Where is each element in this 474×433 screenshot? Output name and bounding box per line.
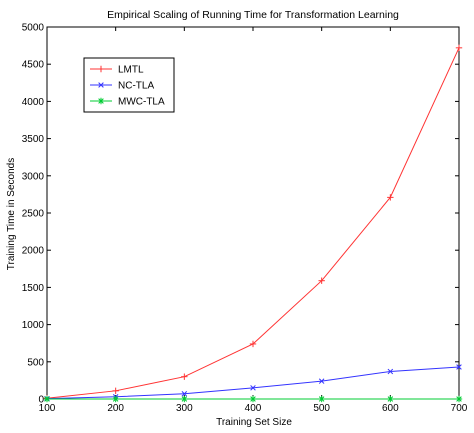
series-marker bbox=[43, 395, 51, 403]
series-marker bbox=[181, 395, 188, 403]
x-tick-label: 500 bbox=[313, 403, 330, 414]
series-marker bbox=[97, 65, 105, 73]
y-tick-label: 3500 bbox=[22, 134, 45, 145]
series-marker bbox=[387, 194, 394, 201]
series-marker bbox=[455, 395, 463, 403]
y-tick-label: 500 bbox=[27, 357, 44, 368]
legend-label: NC-TLA bbox=[118, 81, 154, 92]
x-tick-label: 300 bbox=[176, 403, 193, 414]
series-marker bbox=[249, 395, 257, 403]
x-axis-label: Training Set Size bbox=[216, 417, 292, 428]
series-marker bbox=[387, 368, 394, 375]
y-axis-label: Training Time in Seconds bbox=[6, 158, 17, 270]
legend-item-mwc-tla: MWC-TLA bbox=[90, 97, 165, 108]
marker-stroke bbox=[112, 396, 119, 402]
marker-stroke bbox=[318, 378, 325, 384]
legend-label: MWC-TLA bbox=[118, 97, 165, 108]
series-marker bbox=[387, 395, 394, 403]
marker-stroke bbox=[250, 385, 256, 391]
marker-stroke bbox=[387, 368, 394, 375]
legend: LMTL NC-TLA MWC-TLA bbox=[83, 57, 175, 113]
series-marker bbox=[455, 44, 463, 52]
marker-stroke bbox=[456, 364, 462, 370]
marker-stroke bbox=[44, 396, 50, 402]
series-marker bbox=[318, 378, 325, 384]
x-tick-label: 400 bbox=[245, 403, 262, 414]
marker-stroke bbox=[387, 396, 394, 402]
series-marker bbox=[318, 277, 325, 284]
y-tick-label: 2500 bbox=[22, 209, 45, 220]
marker-stroke bbox=[98, 82, 104, 88]
legend-item-lmtl: LMTL bbox=[90, 65, 144, 76]
series-marker bbox=[112, 387, 119, 395]
series-marker bbox=[249, 340, 257, 348]
y-tick-label: 3000 bbox=[22, 171, 45, 182]
legend-item-nc-tla: NC-TLA bbox=[90, 81, 154, 92]
x-tick-label: 700 bbox=[451, 403, 468, 414]
y-tick-label: 0 bbox=[38, 395, 44, 406]
series-marker bbox=[250, 385, 256, 391]
series-line-nc-tla bbox=[46, 366, 460, 400]
series-marker bbox=[97, 97, 105, 105]
y-tick-label: 5000 bbox=[22, 23, 45, 34]
y-tick-label: 4500 bbox=[22, 60, 45, 71]
marker-stroke bbox=[456, 396, 462, 402]
series-marker bbox=[456, 364, 462, 370]
series-marker bbox=[318, 395, 325, 403]
marker-stroke bbox=[98, 98, 104, 104]
marker-stroke bbox=[181, 391, 188, 397]
series-marker bbox=[112, 395, 119, 403]
series-marker bbox=[181, 391, 188, 397]
series-marker bbox=[98, 82, 104, 88]
chart-title: Empirical Scaling of Running Time for Tr… bbox=[107, 9, 399, 21]
series-layer bbox=[43, 44, 463, 403]
legend-label: LMTL bbox=[118, 65, 144, 76]
marker-stroke bbox=[250, 396, 256, 402]
x-tick-label: 600 bbox=[382, 403, 399, 414]
series-marker bbox=[181, 373, 188, 380]
marker-stroke bbox=[181, 396, 188, 402]
y-tick-label: 4000 bbox=[22, 97, 45, 108]
y-tick-label: 1000 bbox=[22, 320, 45, 331]
y-axis: 0 500 1000 1500 2000 2500 3000 3500 4000 4500 5000 bbox=[22, 23, 459, 406]
y-tick-label: 2000 bbox=[22, 246, 45, 257]
marker-stroke bbox=[318, 396, 325, 402]
x-tick-label: 200 bbox=[107, 403, 124, 414]
series-mwc-tla bbox=[43, 395, 463, 403]
y-tick-label: 1500 bbox=[22, 283, 45, 294]
x-tick-label: 100 bbox=[39, 403, 56, 414]
